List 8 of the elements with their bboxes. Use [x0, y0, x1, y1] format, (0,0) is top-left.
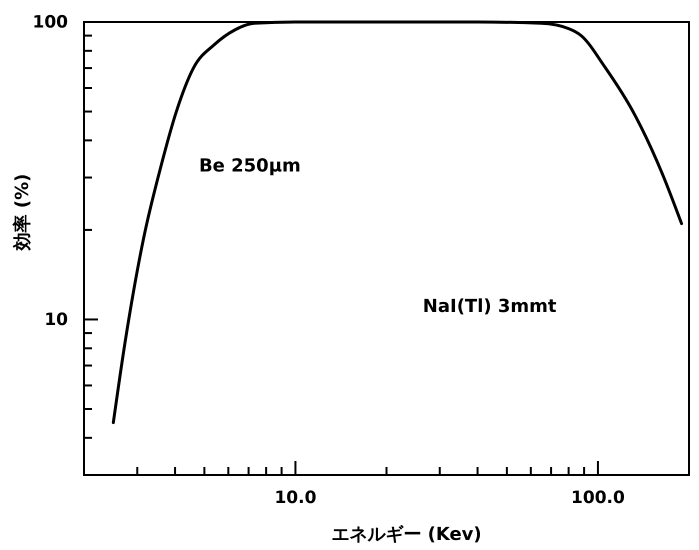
y-tick-label: 10 — [44, 310, 68, 330]
y-axis-title: 効率 (%) — [12, 174, 33, 252]
x-tick-label: 10.0 — [274, 488, 317, 508]
x-axis-title: エネルギー (Kev) — [331, 524, 482, 545]
annotation: Be 250μm — [198, 155, 301, 176]
annotation: NaI(Tl) 3mmt — [422, 296, 557, 317]
x-tick-label: 100.0 — [571, 488, 625, 508]
y-tick-label: 100 — [32, 12, 68, 32]
